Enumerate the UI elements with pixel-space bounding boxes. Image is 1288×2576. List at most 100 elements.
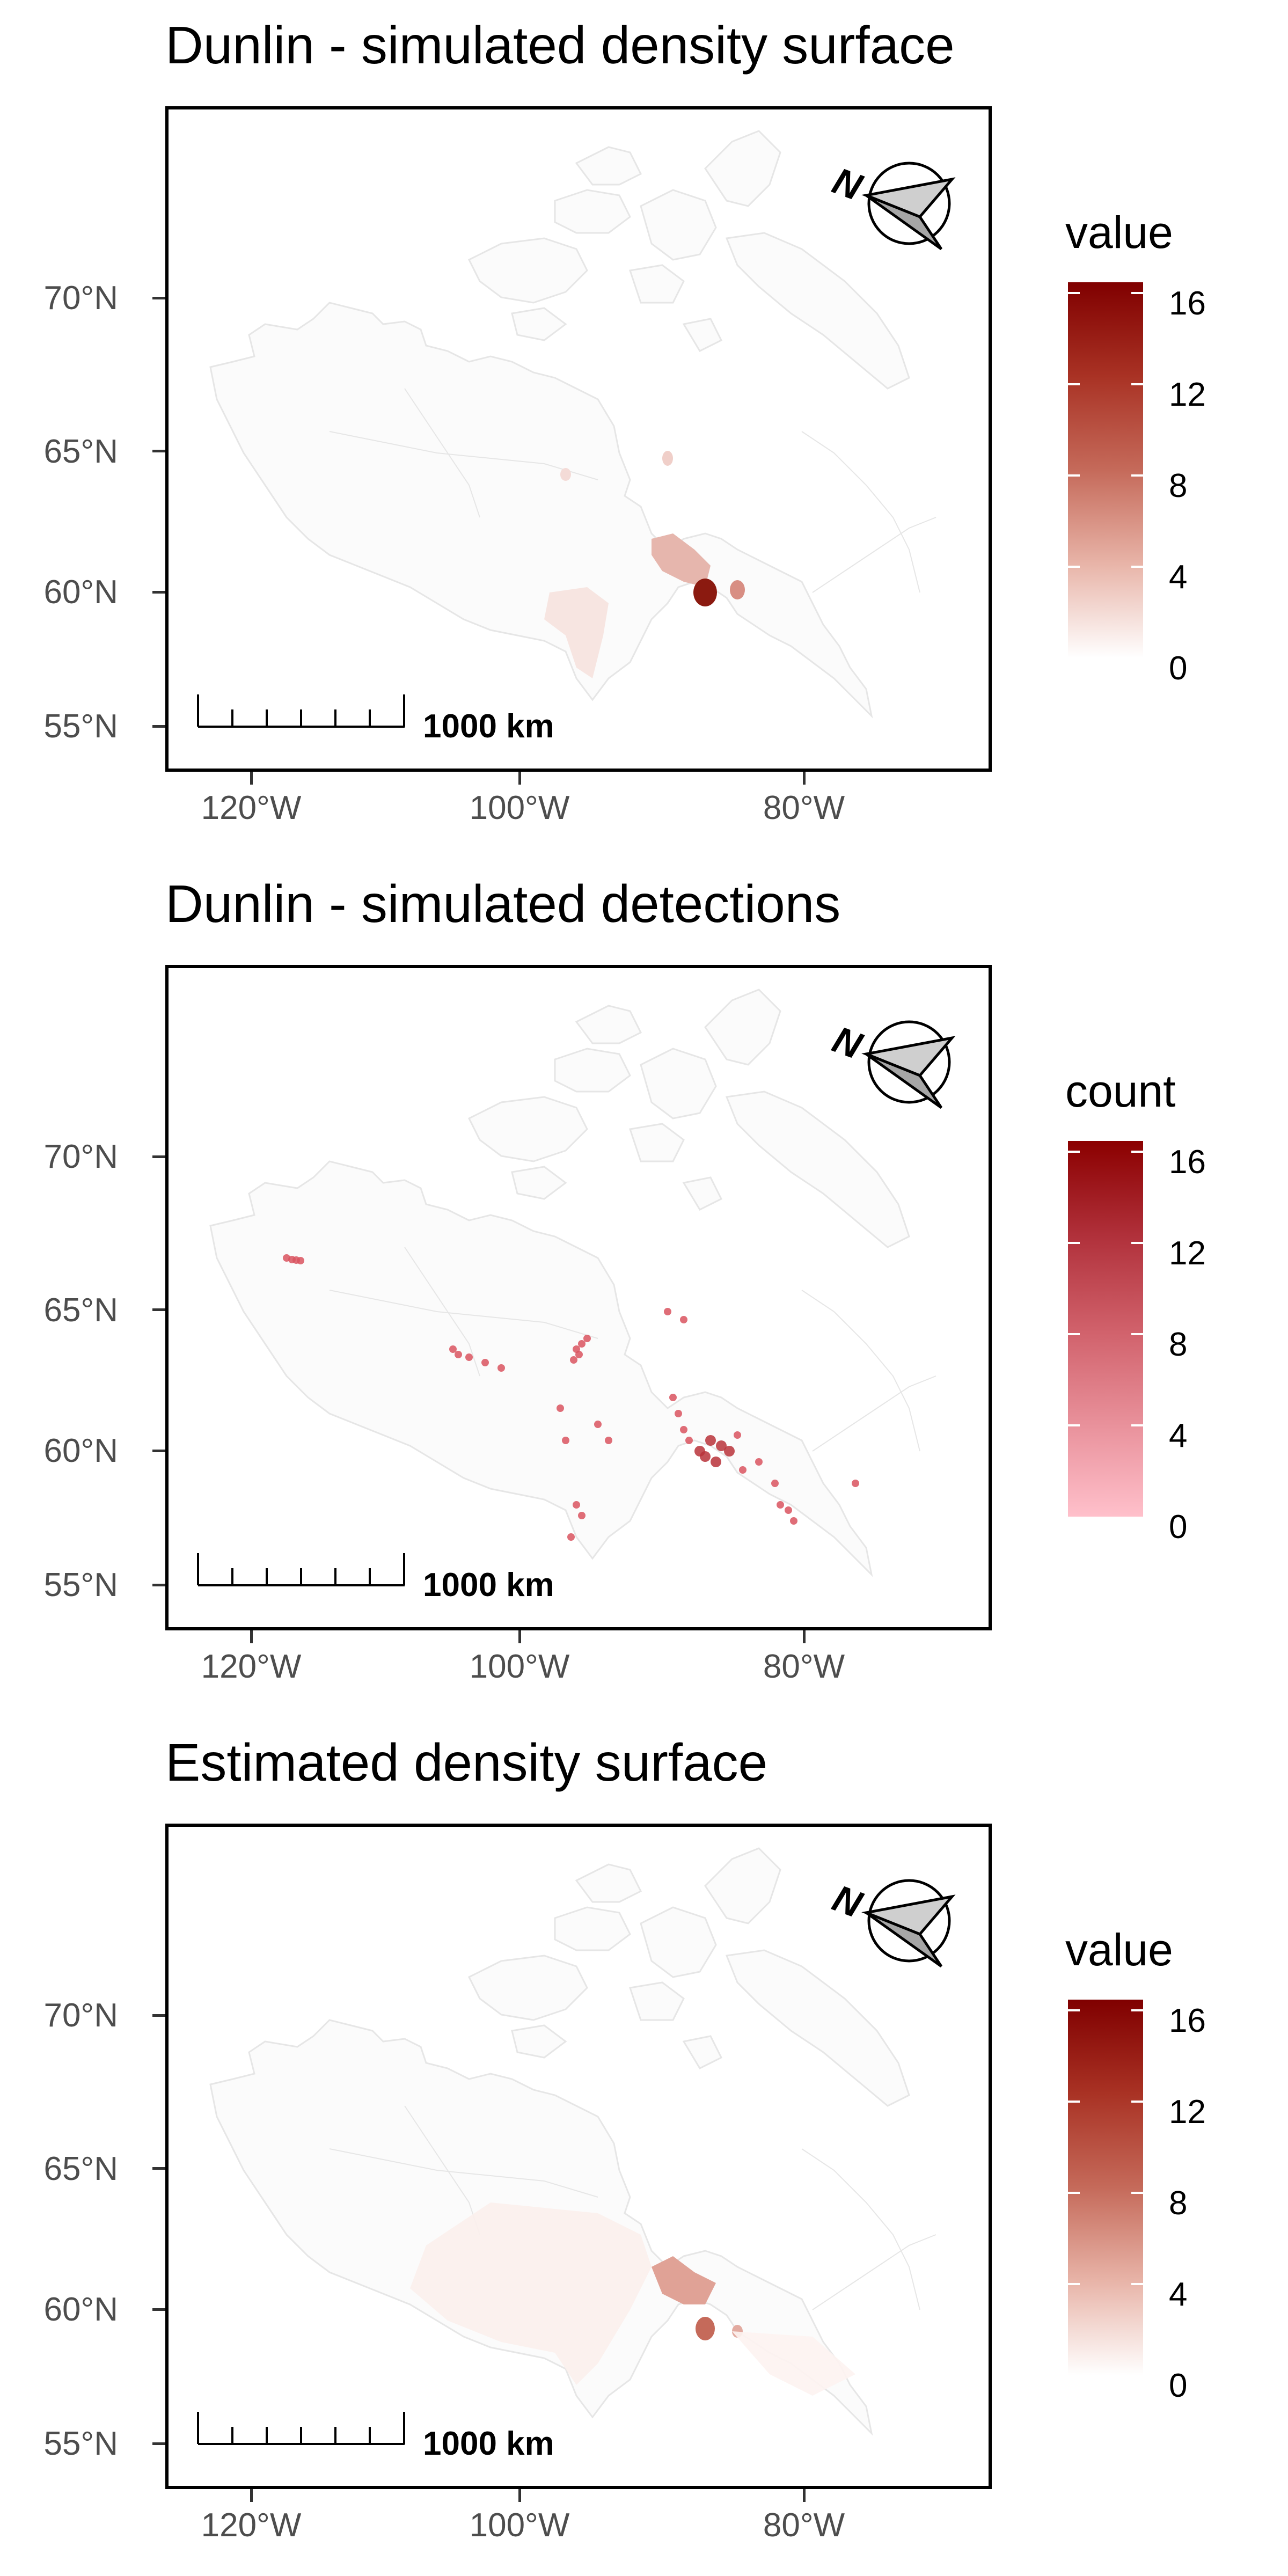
lon-tick-mark — [250, 1630, 253, 1643]
lon-tick-mark — [518, 1630, 521, 1643]
island-outline — [640, 1048, 717, 1119]
map-frame: N — [165, 106, 992, 772]
lat-tick-label: 55°N — [43, 1567, 118, 1604]
lat-tick-mark — [152, 2308, 165, 2311]
island-outline — [554, 1906, 631, 1951]
lat-tick-label: 60°N — [43, 574, 118, 611]
legend-tick-mark — [1068, 1242, 1080, 1244]
legend-tick-mark — [1131, 383, 1143, 385]
north-arrow-label: N — [828, 1877, 868, 1926]
legend-tick-mark — [1068, 2192, 1080, 2194]
scale-bar-label: 1000 km — [423, 708, 554, 745]
lon-tick-label: 100°W — [469, 789, 570, 826]
legend-tick-label: 12 — [1169, 376, 1206, 413]
legend-tick-mark — [1068, 383, 1080, 385]
map-panel-detections: Dunlin - simulated detections N 70°N 65°… — [0, 859, 1288, 1717]
north-arrow-lower — [865, 1052, 943, 1109]
detection-point — [680, 1426, 687, 1433]
lat-tick-label: 60°N — [43, 1432, 118, 1469]
island-outline — [511, 307, 567, 341]
legend-tick-label: 4 — [1169, 559, 1188, 596]
detection-point — [711, 1457, 721, 1467]
density-patch — [560, 468, 571, 481]
legend-tick-mark — [1068, 2009, 1080, 2011]
legend-tick-label: 16 — [1169, 2002, 1206, 2039]
coastline-detail — [329, 1290, 598, 1339]
legend-tick-mark — [1068, 474, 1080, 477]
coastline-detail — [812, 517, 936, 593]
legend-tick-mark — [1068, 292, 1080, 294]
island-outline — [704, 130, 781, 207]
legend-tick-label: 8 — [1169, 1326, 1188, 1363]
lat-tick-label: 55°N — [43, 708, 118, 745]
lat-tick-label: 65°N — [43, 1292, 118, 1329]
lon-tick-mark — [803, 772, 806, 785]
estimate-patch — [652, 2256, 716, 2304]
lon-tick-label: 100°W — [469, 2507, 570, 2544]
lat-tick-mark — [152, 2167, 165, 2170]
legend-colorbar — [1068, 1141, 1143, 1517]
detection-point — [685, 1437, 693, 1444]
coastline-detail — [404, 388, 480, 518]
map-frame: N — [165, 965, 992, 1630]
lat-tick-mark — [152, 1308, 165, 1311]
detection-point — [449, 1345, 457, 1353]
detection-point — [675, 1410, 682, 1417]
detection-point — [716, 1440, 727, 1451]
lat-tick-label: 60°N — [43, 2291, 118, 2328]
island-outline — [629, 264, 685, 304]
lon-tick-mark — [803, 2489, 806, 2502]
lat-tick-mark — [152, 1155, 165, 1158]
map-frame: N — [165, 1824, 992, 2489]
coastline-detail — [801, 2148, 920, 2310]
legend-title: count — [1065, 1066, 1176, 1116]
detection-point — [605, 1437, 612, 1444]
legend-tick-mark — [1068, 1151, 1080, 1153]
lon-tick-label: 80°W — [763, 1648, 845, 1685]
density-hotspot — [693, 579, 717, 606]
mainland-outline — [209, 302, 873, 719]
lat-tick-mark — [152, 450, 165, 452]
island-outline — [554, 1048, 631, 1093]
coastline-detail — [404, 2105, 480, 2235]
detection-point — [705, 1435, 716, 1446]
north-arrow-icon: N — [828, 1877, 956, 1968]
lat-tick-label: 55°N — [43, 2425, 118, 2462]
density-patch — [662, 451, 673, 466]
legend-title: value — [1065, 1924, 1173, 1975]
lat-tick-mark — [152, 1584, 165, 1586]
detection-point — [777, 1501, 784, 1509]
lon-tick-mark — [250, 2489, 253, 2502]
detection-point — [455, 1351, 462, 1358]
lat-tick-label: 70°N — [43, 280, 118, 317]
legend-tick-mark — [1131, 2283, 1143, 2285]
detection-point — [594, 1421, 602, 1428]
legend-tick-mark — [1131, 1242, 1143, 1244]
island-outline — [682, 2035, 723, 2069]
legend-tick-mark — [1131, 292, 1143, 294]
island-outline — [575, 1863, 642, 1903]
lon-tick-label: 120°W — [201, 2507, 302, 2544]
island-outline — [629, 1981, 685, 2021]
detection-point — [755, 1458, 763, 1466]
lon-tick-mark — [518, 2489, 521, 2502]
legend-title: value — [1065, 207, 1173, 258]
legend-tick-label: 16 — [1169, 1144, 1206, 1181]
legend-tick-label: 8 — [1169, 467, 1188, 504]
north-arrow-lower — [865, 194, 943, 251]
density-patch — [544, 587, 609, 678]
island-outline — [467, 237, 588, 304]
detection-point — [578, 1512, 586, 1519]
map-canvas: N — [197, 989, 956, 1586]
detection-point — [575, 1351, 583, 1358]
north-arrow-label: N — [828, 159, 868, 208]
lat-tick-mark — [152, 591, 165, 594]
detection-point — [664, 1308, 671, 1315]
estimate-patch — [732, 2331, 855, 2396]
detection-point — [852, 1480, 859, 1487]
detection-point — [739, 1466, 747, 1474]
legend-tick-mark — [1131, 566, 1143, 568]
lat-tick-label: 65°N — [43, 433, 118, 470]
lon-tick-mark — [518, 772, 521, 785]
detection-point — [465, 1353, 473, 1361]
